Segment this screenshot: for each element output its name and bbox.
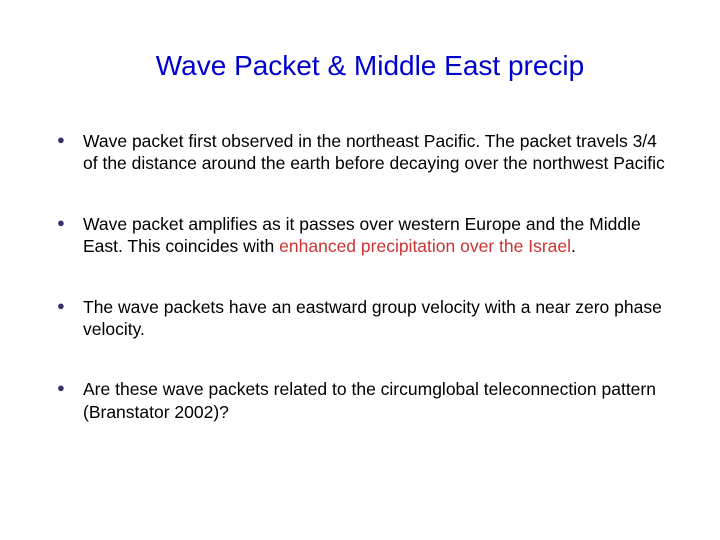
bullet-item: Wave packet amplifies as it passes over … — [55, 213, 665, 258]
bullet-list: Wave packet first observed in the northe… — [55, 130, 665, 423]
slide-title: Wave Packet & Middle East precip — [55, 50, 665, 82]
bullet-text-post: . — [571, 236, 576, 256]
bullet-item: Are these wave packets related to the ci… — [55, 378, 665, 423]
bullet-item: The wave packets have an eastward group … — [55, 296, 665, 341]
bullet-text-pre: Wave packet first observed in the northe… — [83, 131, 665, 173]
bullet-item: Wave packet first observed in the northe… — [55, 130, 665, 175]
slide: Wave Packet & Middle East precip Wave pa… — [0, 0, 720, 540]
bullet-text-pre: Are these wave packets related to the ci… — [83, 379, 656, 421]
bullet-text-pre: The wave packets have an eastward group … — [83, 297, 662, 339]
bullet-text-highlight: enhanced precipitation over the Israel — [279, 236, 571, 256]
